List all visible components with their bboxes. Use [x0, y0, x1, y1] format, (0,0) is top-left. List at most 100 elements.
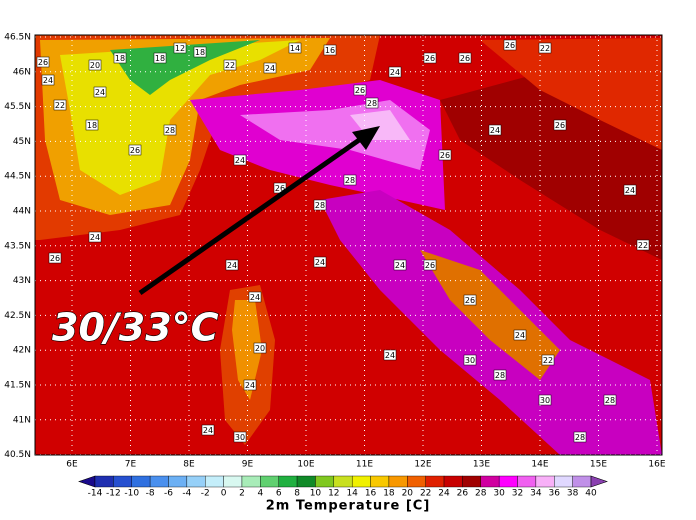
axes: 46.5N 46N 45.5N 45N 44.5N 44N 43.5N 43N 42.5N 42N… — [4, 33, 666, 470]
station-value: 18 — [115, 54, 125, 63]
lon-label: 13E — [473, 460, 490, 470]
colorbar-label: 4 — [257, 489, 263, 499]
lon-label: 11E — [356, 460, 373, 470]
map-frame — [34, 34, 663, 456]
lon-label: 7E — [125, 460, 137, 470]
annotation: 30/33°C — [52, 306, 219, 350]
station-box — [463, 354, 477, 366]
station-box — [313, 199, 327, 211]
colorbar-label: 12 — [328, 489, 339, 499]
station-box — [423, 259, 437, 271]
station-box — [383, 349, 397, 361]
station-box — [513, 329, 527, 341]
station-value: 26 — [130, 146, 140, 155]
station-box — [253, 342, 267, 354]
colorbar-label: 38 — [567, 489, 579, 499]
colorbar-segment — [205, 475, 224, 488]
station-box — [225, 259, 239, 271]
station-value: 24 — [90, 233, 100, 242]
lon-label: 6E — [66, 460, 78, 470]
colorbar-segment — [131, 475, 151, 488]
colorbar-label: -10 — [124, 489, 139, 499]
station-box — [263, 62, 277, 74]
colorbar-label: 26 — [457, 489, 469, 499]
station-value: 26 — [50, 254, 60, 263]
colorbar-label: 14 — [346, 489, 358, 499]
arrow-head — [352, 126, 380, 150]
lat-label: 42N — [13, 346, 31, 356]
station-value: 24 — [235, 156, 245, 165]
station-value: 24 — [515, 331, 525, 340]
colorbar-label: -12 — [106, 489, 121, 499]
colorbar-segment — [113, 475, 132, 488]
colorbar-title: 2m Temperature [C] — [266, 499, 431, 514]
station-value: 26 — [465, 296, 475, 305]
station-value: 18 — [195, 48, 205, 57]
lat-label: 46N — [13, 67, 31, 77]
colorbar-label: 36 — [549, 489, 561, 499]
station-value: 24 — [245, 381, 255, 390]
lat-label: 42.5N — [4, 311, 31, 321]
station-box — [313, 256, 327, 268]
station-value: 24 — [227, 261, 237, 270]
lon-label: 9E — [242, 460, 254, 470]
lon-label: 15E — [590, 460, 607, 470]
colorbar-segment — [149, 475, 169, 488]
colorbar-high-arrow — [590, 475, 608, 488]
colorbar-label: -4 — [182, 489, 191, 499]
lat-label: 46.5N — [4, 33, 31, 43]
station-value: 26 — [505, 41, 515, 50]
station-box — [365, 97, 379, 109]
station-box — [88, 231, 102, 243]
station-box — [93, 86, 107, 98]
station-box — [288, 42, 302, 54]
station-value: 26 — [38, 58, 48, 67]
colorbar-segment — [554, 475, 573, 488]
station-value: 20 — [90, 61, 100, 70]
colorbar-label: 28 — [475, 489, 487, 499]
colorbar-segment — [241, 475, 261, 488]
station-box — [128, 144, 142, 156]
station-value: 30 — [540, 396, 550, 405]
colorbar-label: 20 — [402, 489, 414, 499]
station-box — [163, 124, 177, 136]
colorbar-label: 16 — [365, 489, 377, 499]
lon-label: 8E — [183, 460, 195, 470]
colorbar-label: 30 — [493, 489, 505, 499]
station-box — [153, 52, 167, 64]
station-box — [243, 379, 257, 391]
colorbar-segment — [517, 475, 537, 488]
station-value: 28 — [575, 433, 585, 442]
station-value: 22 — [55, 101, 65, 110]
colorbar-label: -6 — [164, 489, 173, 499]
station-value: 26 — [275, 184, 285, 193]
station-value: 26 — [355, 86, 365, 95]
colorbar-segment — [94, 475, 114, 488]
colorbar-label: 2 — [239, 489, 245, 499]
station-value: 24 — [203, 426, 213, 435]
station-value: 18 — [155, 54, 165, 63]
station-value: 20 — [255, 344, 265, 353]
station-box — [573, 431, 587, 443]
colorbar-segment — [370, 475, 390, 488]
station-value: 28 — [345, 176, 355, 185]
station-value: 24 — [43, 76, 53, 85]
station-value: 22 — [540, 44, 550, 53]
station-box — [173, 42, 187, 54]
arrow-shaft — [138, 135, 364, 296]
station-box — [538, 394, 552, 406]
colorbar-segment — [498, 475, 518, 488]
station-box — [201, 424, 215, 436]
station-box — [343, 174, 357, 186]
station-box — [85, 119, 99, 131]
station-value: 26 — [440, 151, 450, 160]
station-box — [393, 259, 407, 271]
colorbar-label: 22 — [420, 489, 431, 499]
station-value: 24 — [250, 293, 260, 302]
lon-label: 14E — [531, 460, 548, 470]
colorbar-label: 24 — [438, 489, 450, 499]
colorbar-label: 8 — [294, 489, 300, 499]
colorbar-segment — [278, 475, 298, 488]
station-value: 22 — [225, 61, 235, 70]
